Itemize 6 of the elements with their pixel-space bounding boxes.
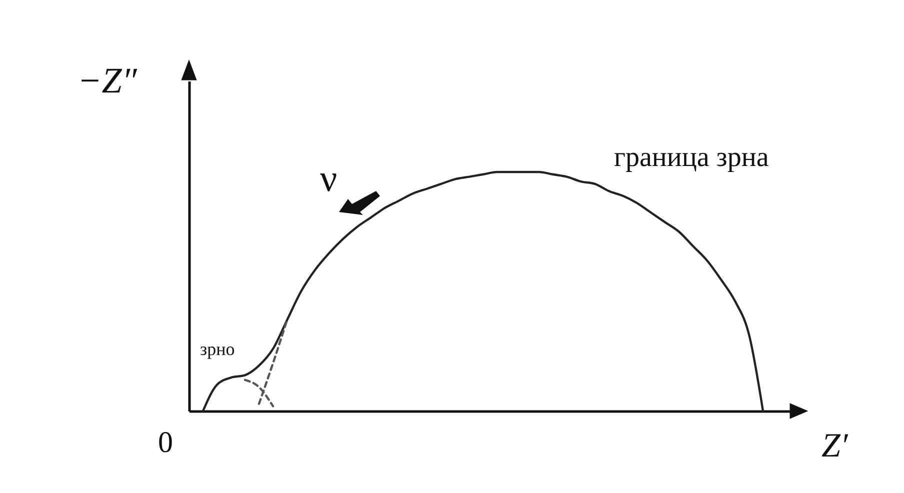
annotation: зрно (200, 339, 235, 359)
y-axis-title: −Z″ (78, 60, 138, 100)
annotation: ν (320, 158, 338, 200)
text: 0 (158, 426, 173, 459)
x-axis-title: Z′ (822, 428, 848, 464)
annotation: граница зрна (614, 142, 769, 173)
